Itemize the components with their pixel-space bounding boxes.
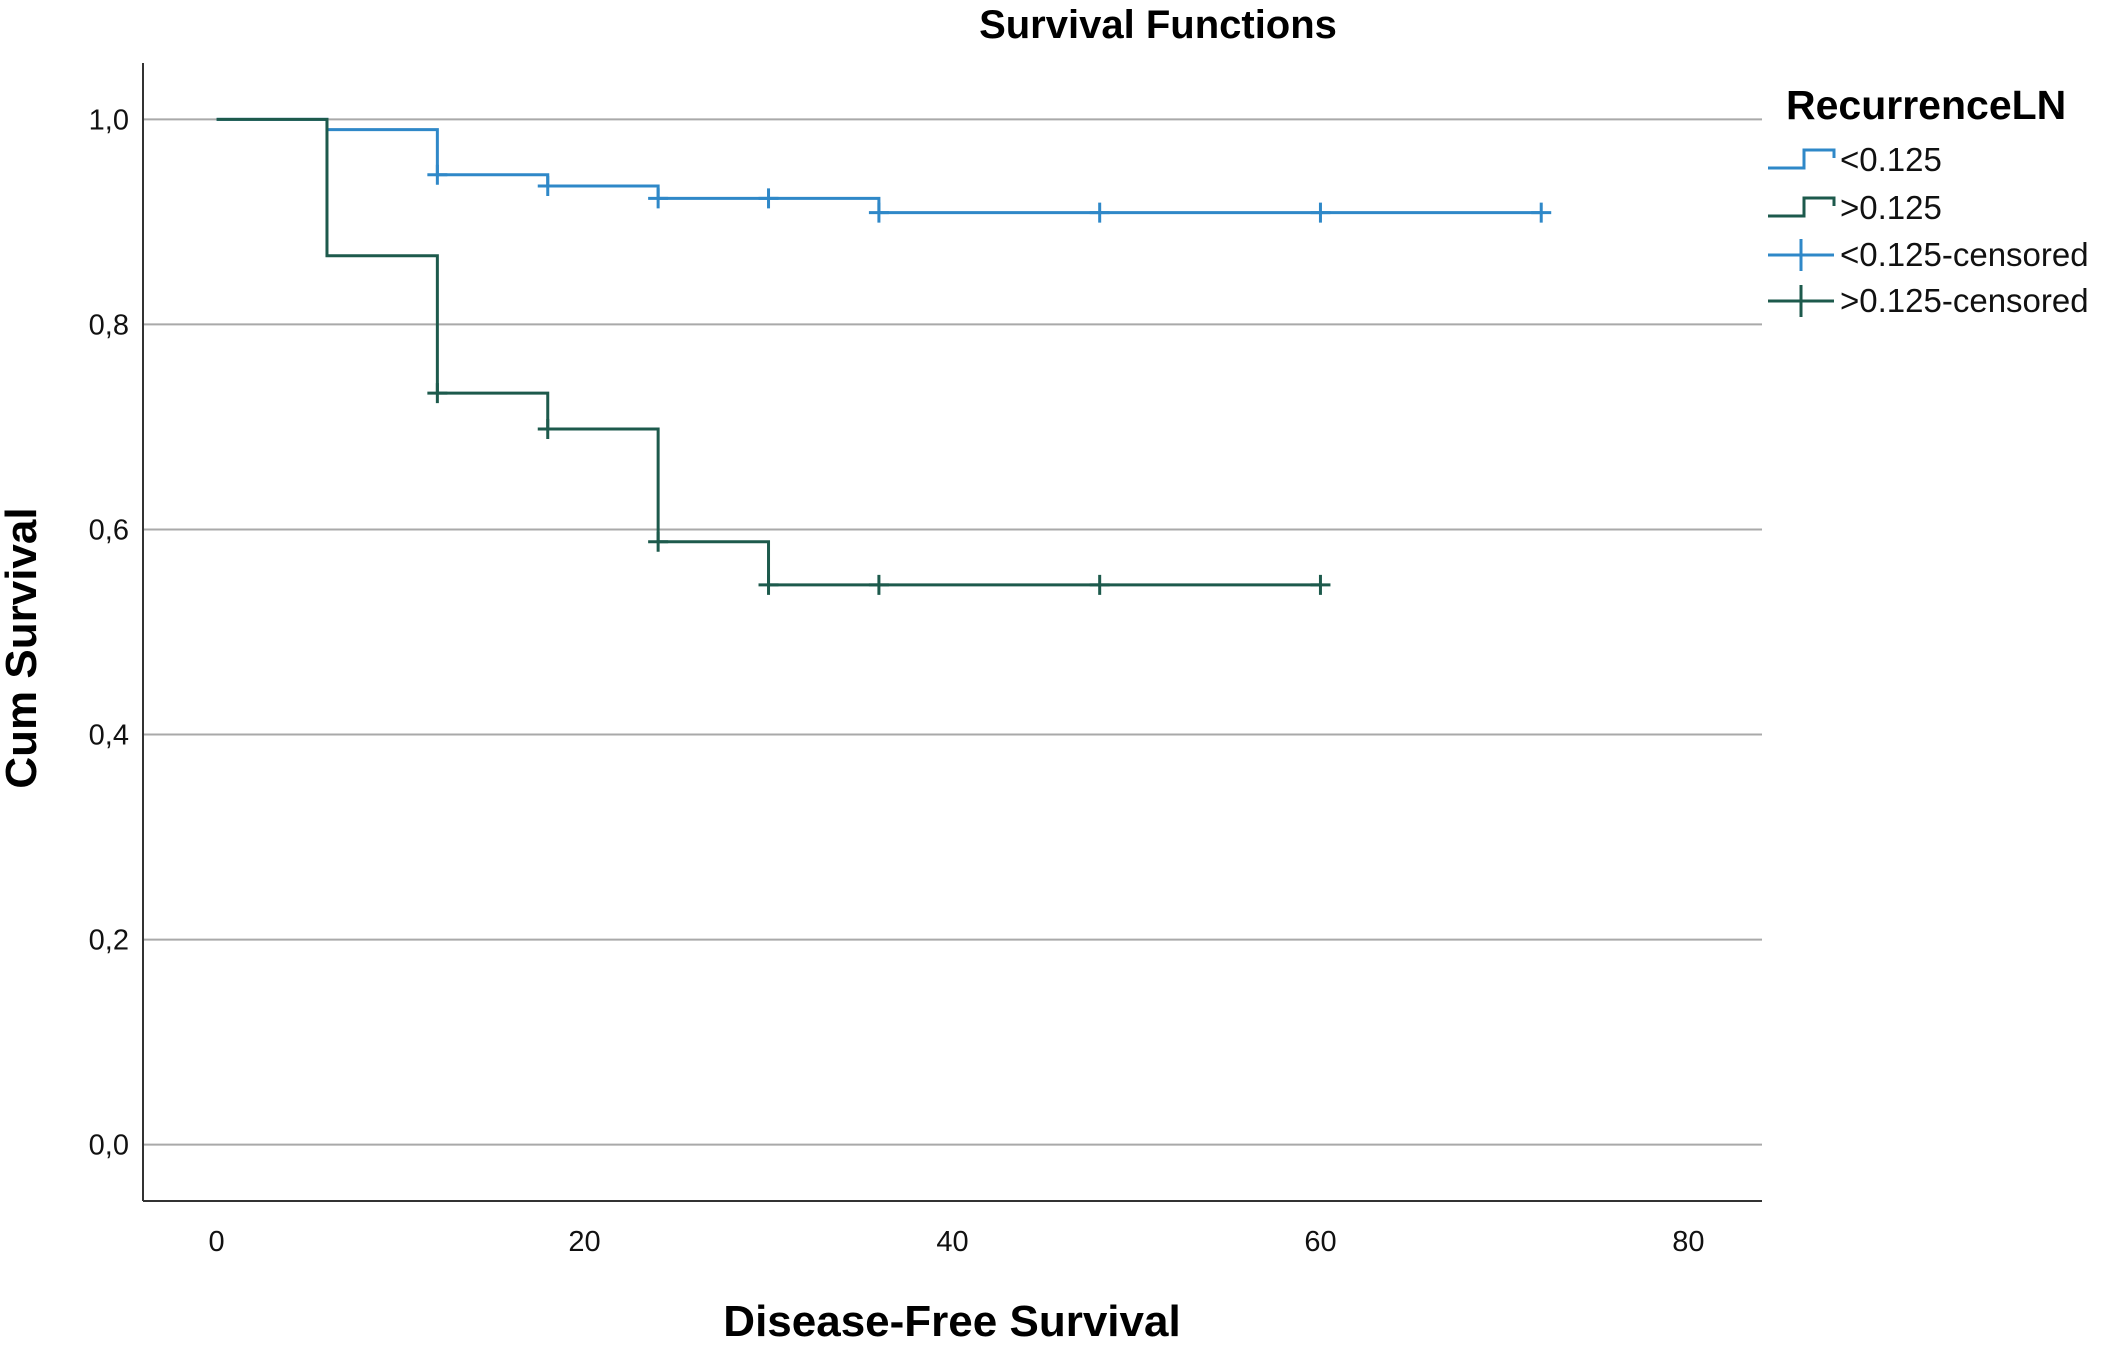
censored-marker — [1310, 202, 1331, 223]
series-group — [216, 117, 1552, 595]
x-tick-label: 60 — [1304, 1226, 1336, 1258]
gridlines — [143, 118, 1762, 1146]
y-tick-labels: 0,0 0,2 0,4 0,6 0,8 1,0 — [89, 104, 129, 1161]
y-tick-label: 0,6 — [89, 514, 129, 546]
legend-label: <0.125-censored — [1840, 236, 2089, 273]
censored-marker — [1531, 202, 1552, 223]
censored-marker — [1310, 574, 1331, 595]
x-axis-title: Disease-Free Survival — [723, 1297, 1180, 1346]
survival-step-line — [216, 117, 1542, 215]
legend-label: >0.125-censored — [1840, 282, 2089, 319]
censored-marker — [427, 164, 448, 185]
y-tick-label: 0,8 — [89, 309, 129, 341]
censored-marker — [868, 202, 889, 223]
y-tick-label: 0,2 — [89, 925, 129, 957]
axes — [142, 63, 1762, 1202]
series-high — [216, 117, 1331, 595]
censored-marker — [1089, 574, 1110, 595]
x-tick-label: 0 — [209, 1226, 225, 1258]
legend-step-swatch — [1768, 148, 1836, 170]
y-tick-label: 0,0 — [89, 1130, 129, 1162]
legend-censored-swatch — [1768, 239, 1834, 271]
legend-censored-swatch — [1768, 285, 1834, 317]
x-tick-labels: 0 20 40 60 80 — [209, 1226, 1705, 1258]
censored-marker — [648, 188, 669, 209]
survival-step-line — [216, 117, 1321, 587]
chart-title: Survival Functions — [979, 3, 1337, 47]
legend-label: >0.125 — [1840, 189, 1942, 226]
y-tick-label: 0,4 — [89, 720, 129, 752]
censored-marker — [1089, 202, 1110, 223]
censored-marker — [537, 176, 558, 197]
series-low — [216, 117, 1552, 223]
y-tick-label: 1,0 — [89, 104, 129, 136]
censored-marker — [537, 419, 558, 440]
censored-marker — [868, 574, 889, 595]
legend-step-swatch — [1768, 196, 1836, 218]
censored-marker — [758, 574, 779, 595]
x-tick-label: 40 — [936, 1226, 968, 1258]
legend: RecurrenceLN <0.125 >0.125 <0.125-censored… — [1768, 82, 2089, 319]
censored-marker — [648, 531, 669, 552]
x-tick-label: 20 — [568, 1226, 600, 1258]
y-axis-title: Cum Survival — [0, 507, 46, 788]
legend-title: RecurrenceLN — [1786, 82, 2066, 128]
censored-marker — [758, 188, 779, 209]
censored-marker — [427, 383, 448, 404]
legend-label: <0.125 — [1840, 141, 1942, 178]
x-tick-label: 80 — [1672, 1226, 1704, 1258]
